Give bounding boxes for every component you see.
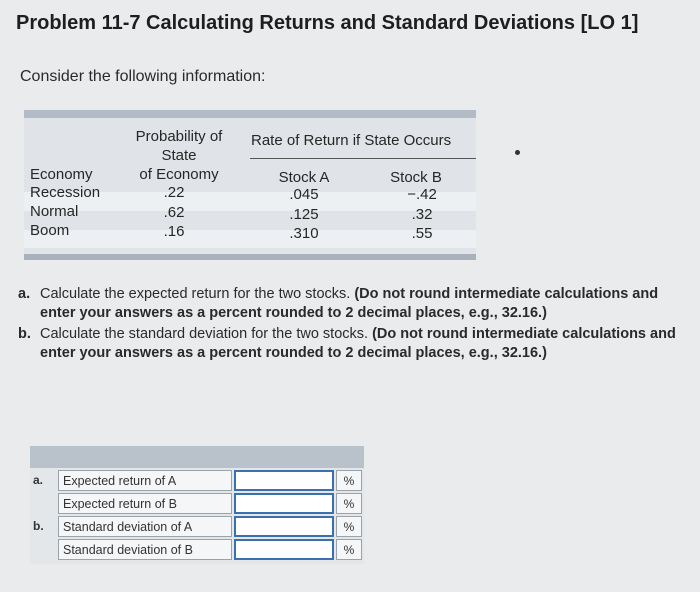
question-label: b.: [18, 326, 31, 342]
percent-unit: %: [336, 539, 362, 560]
question-instructions: (Do not round intermediate calculations …: [40, 326, 676, 361]
row-label: Expected return of A: [58, 470, 232, 491]
question-a: a. Calculate the expected return for the…: [18, 285, 690, 323]
row-label: Standard deviation of A: [58, 516, 232, 537]
expected-return-a-input[interactable]: [234, 470, 334, 491]
questions: a. Calculate the expected return for the…: [18, 285, 690, 365]
state-normal: Normal: [30, 203, 79, 220]
expected-return-b-input[interactable]: [234, 493, 334, 514]
stock-a-header: Stock A: [278, 169, 330, 186]
intro-text: Consider the following information:: [20, 68, 266, 85]
stock-a-recession: .045: [289, 186, 319, 203]
prob-recession: .22: [163, 184, 185, 201]
stray-dot: [515, 150, 520, 155]
percent-unit: %: [336, 493, 362, 514]
stock-b-header: Stock B: [390, 169, 442, 186]
prob-header-line1: Probability of: [135, 128, 223, 145]
prob-normal: .62: [163, 204, 185, 221]
state-boom: Boom: [30, 222, 70, 239]
row-label: Expected return of B: [58, 493, 232, 514]
answer-row: a. Expected return of A %: [30, 470, 364, 493]
prob-header-line2: State: [161, 147, 197, 164]
page-title: Problem 11-7 Calculating Returns and Sta…: [16, 12, 639, 34]
returns-info-table: Probability of State of Economy Rate of …: [24, 110, 476, 260]
answer-row: b. Standard deviation of A %: [30, 516, 364, 539]
stock-a-normal: .125: [289, 206, 319, 223]
rate-header: Rate of Return if State Occurs: [251, 132, 452, 149]
part-label: a.: [33, 473, 44, 487]
stock-b-normal: .32: [411, 206, 433, 223]
table-bottom-bar: [24, 254, 476, 260]
prob-header-line3: of Economy: [139, 166, 219, 183]
table-top-bar: [24, 110, 476, 118]
economy-header: Economy: [30, 166, 93, 183]
stock-b-recession: −.42: [407, 186, 437, 203]
question-label: a.: [18, 286, 31, 302]
percent-unit: %: [336, 516, 362, 537]
question-text: Calculate the standard deviation for the…: [40, 326, 369, 342]
question-text: Calculate the expected return for the tw…: [40, 286, 351, 302]
header-underline: [250, 158, 476, 159]
percent-unit: %: [336, 470, 362, 491]
question-b: b. Calculate the standard deviation for …: [18, 325, 690, 363]
answer-table: a. Expected return of A % Expected retur…: [30, 446, 364, 564]
state-recession: Recession: [30, 184, 101, 201]
std-dev-b-input[interactable]: [234, 539, 334, 560]
answer-table-header: [30, 446, 364, 468]
stock-a-boom: .310: [289, 225, 319, 242]
answer-row: Standard deviation of B %: [30, 539, 364, 562]
table-row-band: [24, 230, 476, 248]
stock-b-boom: .55: [411, 225, 433, 242]
std-dev-a-input[interactable]: [234, 516, 334, 537]
part-label: b.: [33, 519, 44, 533]
prob-boom: .16: [163, 223, 185, 240]
question-instructions: (Do not round intermediate calculations …: [40, 286, 659, 321]
table-row-band: [24, 192, 476, 211]
row-label: Standard deviation of B: [58, 539, 232, 560]
answer-row: Expected return of B %: [30, 493, 364, 516]
